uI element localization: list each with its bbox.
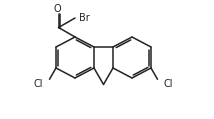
Text: Cl: Cl <box>163 79 173 89</box>
Text: Cl: Cl <box>34 79 43 89</box>
Text: O: O <box>54 3 61 13</box>
Text: Br: Br <box>79 13 90 23</box>
